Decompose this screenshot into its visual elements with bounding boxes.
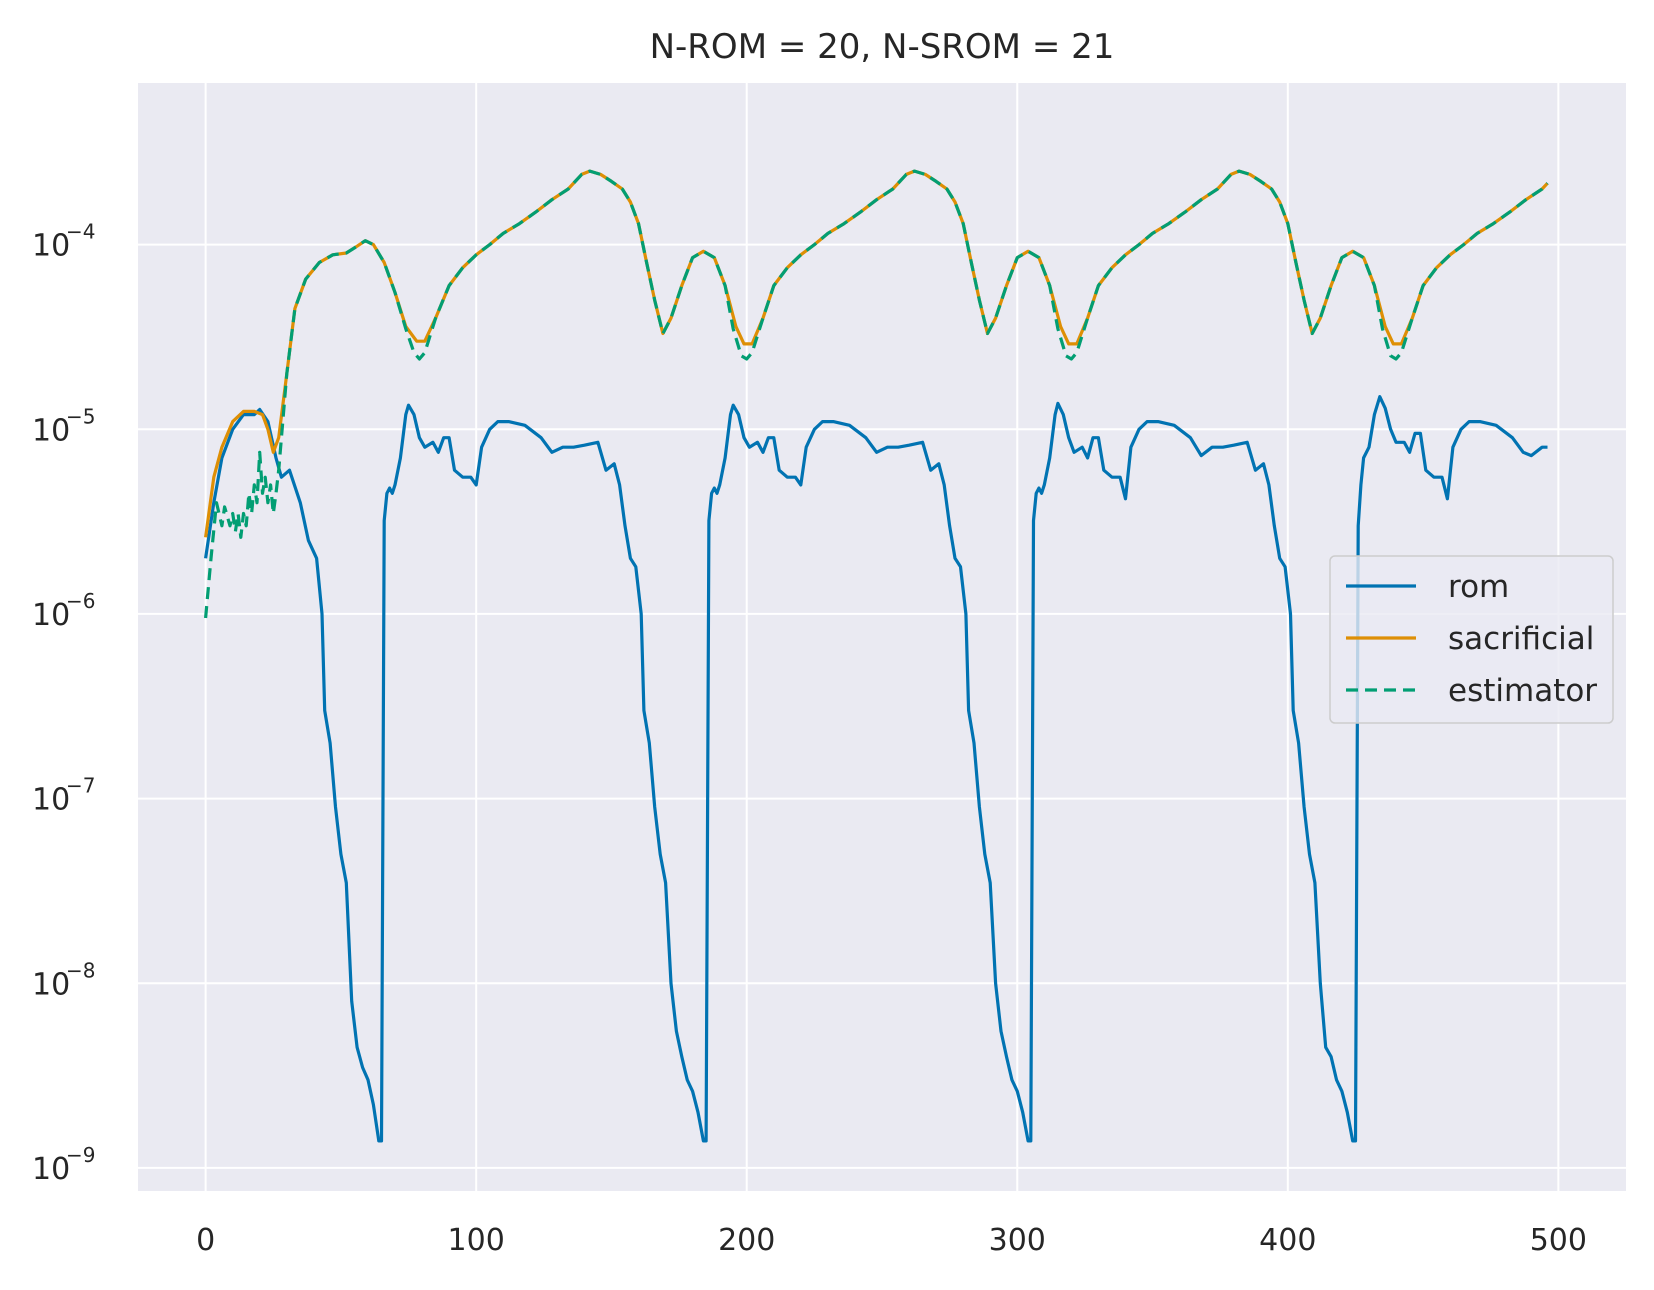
legend-box: [1329, 555, 1614, 724]
y-tick-exponent: −5: [66, 404, 95, 428]
series-line-rom: [204, 395, 1548, 1143]
grid-lines: [138, 83, 1626, 1191]
y-tick-labels: 10−910−810−710−610−510−4: [32, 220, 95, 1187]
y-tick-exponent: −6: [66, 589, 95, 613]
y-tick-label: 10−9: [32, 1143, 95, 1187]
x-tick-label: 200: [718, 1223, 775, 1258]
y-tick-base: 10: [32, 967, 70, 1002]
x-tick-label: 400: [1259, 1223, 1316, 1258]
y-tick-base: 10: [32, 783, 70, 818]
x-tick-labels: 0 100 200 300 400 500: [196, 1223, 1587, 1258]
series-line-estimator: [204, 169, 1549, 619]
y-tick-exponent: −4: [66, 220, 95, 244]
y-tick-label: 10−8: [32, 958, 95, 1002]
legend-label-sacrificial: sacrificial: [1448, 621, 1594, 657]
y-tick-label: 10−5: [32, 404, 95, 448]
legend-label-estimator: estimator: [1448, 673, 1597, 709]
y-tick-base: 10: [32, 598, 70, 633]
y-tick-exponent: −7: [66, 774, 95, 798]
x-tick-label: 500: [1530, 1223, 1587, 1258]
series-lines: [204, 169, 1549, 1143]
y-tick-exponent: −9: [66, 1143, 95, 1167]
y-tick-exponent: −8: [66, 958, 95, 982]
x-tick-label: 0: [196, 1223, 215, 1258]
y-tick-base: 10: [32, 1152, 70, 1187]
chart-title: N-ROM = 20, N-SROM = 21: [650, 27, 1115, 67]
y-tick-base: 10: [32, 413, 70, 448]
x-tick-label: 300: [989, 1223, 1046, 1258]
y-tick-base: 10: [32, 229, 70, 264]
x-tick-label: 100: [448, 1223, 505, 1258]
legend-label-rom: rom: [1448, 569, 1509, 605]
legend: rom sacrificial estimator: [1329, 555, 1614, 724]
y-tick-label: 10−4: [32, 220, 95, 264]
y-tick-label: 10−6: [32, 589, 95, 633]
y-tick-label: 10−7: [32, 774, 95, 818]
